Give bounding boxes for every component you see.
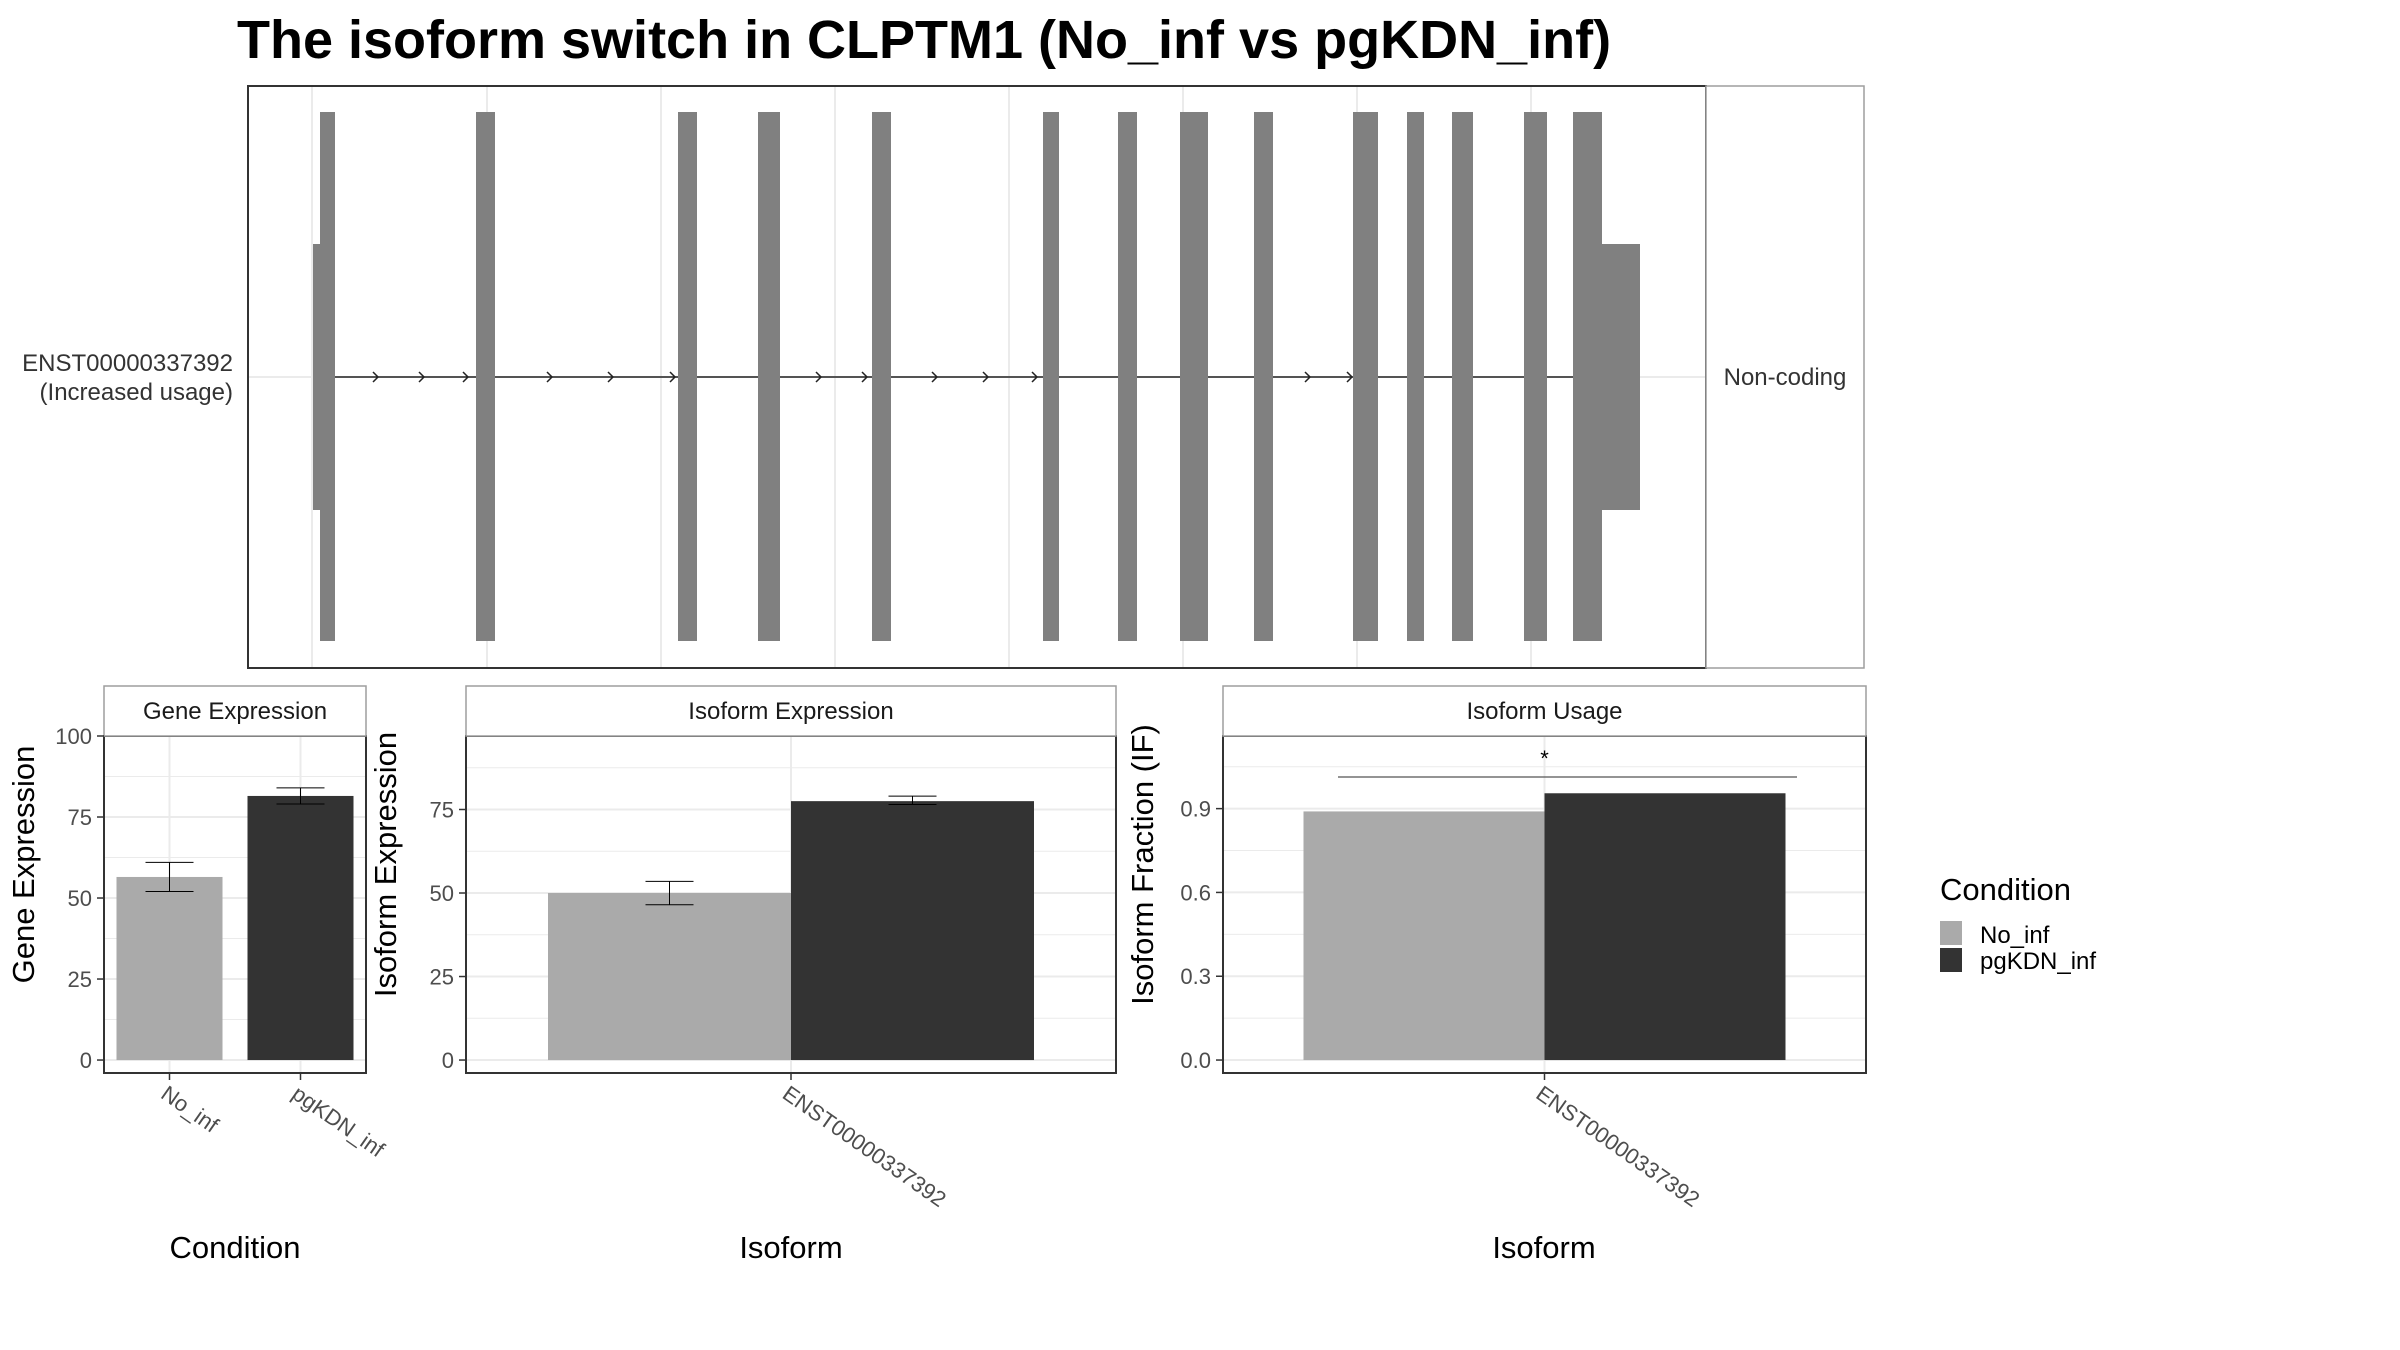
legend-title: Condition (1940, 872, 2071, 907)
transcript-panel: Non-coding ENST00000337392 (Increased us… (22, 85, 1865, 669)
gene-expression-ytick-label: 25 (68, 967, 92, 992)
exon-4 (758, 112, 780, 641)
intron-arrow-10 (1031, 371, 1039, 383)
utr-block-start (313, 244, 320, 510)
isoform-usage-strip (1222, 685, 1867, 737)
legend-label-pgkdn-inf: pgKDN_inf (1980, 948, 2096, 975)
isoform-usage-panel: * Isoform Usage 0.0 0.3 0.6 0.9 ENST0000033739… (1125, 685, 1867, 1265)
isoform-usage-ytick-label: 0.3 (1180, 964, 1211, 989)
isoform-usage-x-axis-title: Isoform (1492, 1230, 1595, 1265)
exon-1 (320, 112, 335, 641)
isoform-usage-bar-no-inf (1303, 811, 1545, 1061)
figure-title: The isoform switch in CLPTM1 (No_inf vs … (237, 10, 1611, 70)
intron-arrow-11 (1304, 371, 1312, 383)
gene-expression-xtick-label: No_inf (157, 1081, 224, 1138)
isoform-usage-ytick-label: 0.6 (1180, 880, 1211, 905)
intron-arrow-7 (861, 371, 869, 383)
intron-arrow-6 (815, 371, 823, 383)
gene-expression-bar-no-inf (116, 876, 223, 1061)
isoform-expression-panel: Isoform Expression 0 25 50 75 ENST00000337392… (368, 685, 1117, 1265)
intron-arrow-12 (1346, 371, 1354, 383)
isoform-usage-ytick-label: 0.9 (1180, 797, 1211, 822)
intron-arrow-5 (669, 371, 677, 383)
isoform-usage-note: (Increased usage) (40, 379, 233, 406)
exon-10 (1353, 112, 1378, 641)
gene-expression-errorbar-no-inf (145, 861, 194, 893)
transcript-strip (1705, 85, 1865, 669)
isoform-usage-bar-pgkdn-inf (1544, 793, 1786, 1061)
exon-7 (1118, 112, 1137, 641)
bar-panels: Gene Expression 0 25 50 75 100 No_inf pgKDN_inf… (6, 685, 1867, 1265)
isoform-usage-xtick-label: ENST00000337392 (1532, 1081, 1705, 1212)
exon-5 (872, 112, 891, 641)
isoform-usage-strip-label: Isoform Usage (1466, 698, 1622, 725)
isoform-expression-ytick-label: 0 (442, 1048, 454, 1073)
gene-expression-ytick-label: 100 (55, 724, 92, 749)
isoform-expression-y-axis-title: Isoform Expression (368, 732, 403, 997)
exon-blocks (313, 112, 1640, 641)
intron-direction-arrows (372, 371, 1354, 383)
intron-arrow-9 (982, 371, 990, 383)
gene-expression-ytick-label: 0 (80, 1048, 92, 1073)
isoform-usage-y-axis-title: Isoform Fraction (IF) (1125, 724, 1160, 1005)
isoform-expression-errorbar-pgkdn-inf (888, 795, 937, 805)
isoform-expression-ytick-label: 75 (430, 797, 454, 822)
isoform-expression-bar-no-inf (548, 893, 791, 1061)
legend: Condition No_inf pgKDN_inf (1940, 872, 2096, 975)
intron-arrow-3 (546, 371, 554, 383)
exon-8 (1180, 112, 1208, 641)
gene-expression-panel: Gene Expression 0 25 50 75 100 No_inf pgKDN_inf… (6, 685, 390, 1265)
gene-expression-ytick-label: 50 (68, 886, 92, 911)
legend-key-no-inf (1940, 921, 1962, 945)
isoform-expression-strip-label: Isoform Expression (688, 698, 893, 725)
exon-2 (476, 112, 495, 641)
legend-key-pgkdn-inf (1940, 948, 1962, 972)
utr-block-end (1602, 244, 1640, 510)
exon-13 (1524, 112, 1547, 641)
exon-12 (1452, 112, 1473, 641)
gene-expression-strip-label: Gene Expression (143, 698, 327, 725)
gene-expression-strip (103, 685, 367, 737)
legend-label-no-inf: No_inf (1980, 922, 2050, 949)
exon-9 (1254, 112, 1273, 641)
gene-expression-ytick-label: 75 (68, 805, 92, 830)
exon-14 (1573, 112, 1602, 641)
isoform-expression-strip (465, 685, 1117, 737)
gene-expression-bar-pgkdn-inf (247, 795, 354, 1061)
intron-arrow-8 (931, 371, 939, 383)
isoform-expression-bar-pgkdn-inf (791, 801, 1034, 1061)
intron-arrow-1 (418, 371, 426, 383)
isoform-expression-ytick-label: 50 (430, 881, 454, 906)
isoform-expression-xtick-label: ENST00000337392 (778, 1081, 951, 1212)
exon-11 (1407, 112, 1424, 641)
gene-expression-xtick-label: pgKDN_inf (288, 1081, 390, 1163)
exon-3 (678, 112, 697, 641)
significance-marker: * (1540, 746, 1549, 771)
gene-expression-errorbar-pgkdn-inf (276, 787, 325, 805)
exon-6 (1043, 112, 1059, 641)
isoform-expression-x-axis-title: Isoform (739, 1230, 842, 1265)
intron-arrow-2 (462, 371, 470, 383)
intron-arrow-4 (607, 371, 615, 383)
isoform-id-label: ENST00000337392 (22, 350, 233, 377)
isoform-expression-errorbar-no-inf (645, 880, 694, 906)
gene-expression-y-axis-title: Gene Expression (6, 746, 41, 984)
isoform-usage-ytick-label: 0.0 (1180, 1048, 1211, 1073)
transcript-strip-label: Non-coding (1724, 364, 1847, 391)
gene-expression-x-axis-title: Condition (170, 1230, 301, 1265)
intron-arrow-0 (372, 371, 380, 383)
isoform-expression-ytick-label: 25 (430, 965, 454, 990)
